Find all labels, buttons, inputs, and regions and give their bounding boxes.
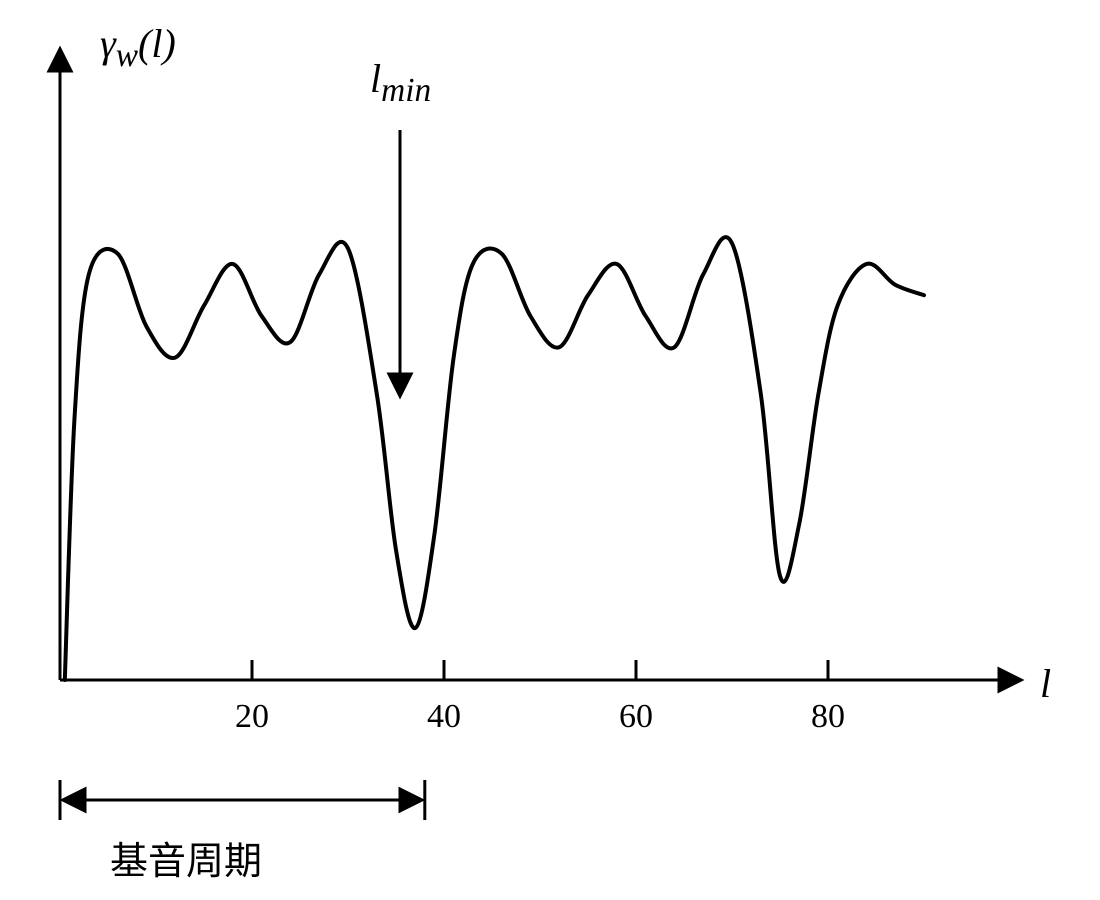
x-tick-label: 40	[414, 698, 474, 736]
chart-container: γw(l) l lmin 20 40 60 80 基音周期	[0, 0, 1100, 900]
y-axis-label: γw(l)	[100, 20, 176, 75]
pitch-period-label: 基音周期	[110, 830, 262, 885]
x-tick-label: 20	[222, 698, 282, 736]
x-tick-label: 80	[798, 698, 858, 736]
x-axis-label: l	[1040, 660, 1051, 707]
x-tick-label: 60	[606, 698, 666, 736]
lmin-annotation-label: lmin	[370, 55, 431, 110]
chart-svg	[0, 0, 1100, 900]
amdf-curve	[65, 237, 924, 680]
